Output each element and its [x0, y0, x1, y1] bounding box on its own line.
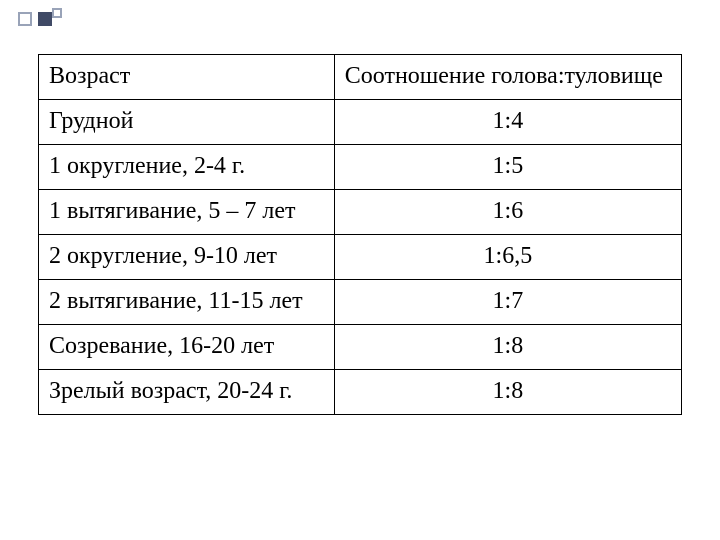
cell-ratio: 1:6 — [334, 190, 681, 235]
table-header-row: Возраст Соотношение голова:туловище — [39, 55, 682, 100]
bullet-square-outline-2 — [52, 8, 62, 18]
table-row: Созревание, 16-20 лет 1:8 — [39, 325, 682, 370]
cell-age: Грудной — [39, 100, 335, 145]
head-torso-ratio-table: Возраст Соотношение голова:туловище Груд… — [38, 54, 682, 415]
table-row: 2 округление, 9-10 лет 1:6,5 — [39, 235, 682, 280]
ratio-table-container: Возраст Соотношение голова:туловище Груд… — [38, 54, 682, 415]
cell-ratio: 1:6,5 — [334, 235, 681, 280]
cell-age: 2 вытягивание, 11-15 лет — [39, 280, 335, 325]
cell-age: Созревание, 16-20 лет — [39, 325, 335, 370]
table-body: Грудной 1:4 1 округление, 2-4 г. 1:5 1 в… — [39, 100, 682, 415]
slide-bullet-decor — [18, 10, 70, 28]
bullet-square-fill — [38, 12, 52, 26]
table-row: Грудной 1:4 — [39, 100, 682, 145]
cell-ratio: 1:8 — [334, 370, 681, 415]
table-row: 1 округление, 2-4 г. 1:5 — [39, 145, 682, 190]
cell-age: 2 округление, 9-10 лет — [39, 235, 335, 280]
cell-ratio: 1:7 — [334, 280, 681, 325]
table-row: Зрелый возраст, 20-24 г. 1:8 — [39, 370, 682, 415]
bullet-square-outline-1 — [18, 12, 32, 26]
table-row: 2 вытягивание, 11-15 лет 1:7 — [39, 280, 682, 325]
cell-ratio: 1:8 — [334, 325, 681, 370]
cell-ratio: 1:5 — [334, 145, 681, 190]
cell-age: 1 вытягивание, 5 – 7 лет — [39, 190, 335, 235]
cell-age: 1 округление, 2-4 г. — [39, 145, 335, 190]
cell-age: Зрелый возраст, 20-24 г. — [39, 370, 335, 415]
column-header-age: Возраст — [39, 55, 335, 100]
column-header-ratio: Соотношение голова:туловище — [334, 55, 681, 100]
cell-ratio: 1:4 — [334, 100, 681, 145]
table-row: 1 вытягивание, 5 – 7 лет 1:6 — [39, 190, 682, 235]
